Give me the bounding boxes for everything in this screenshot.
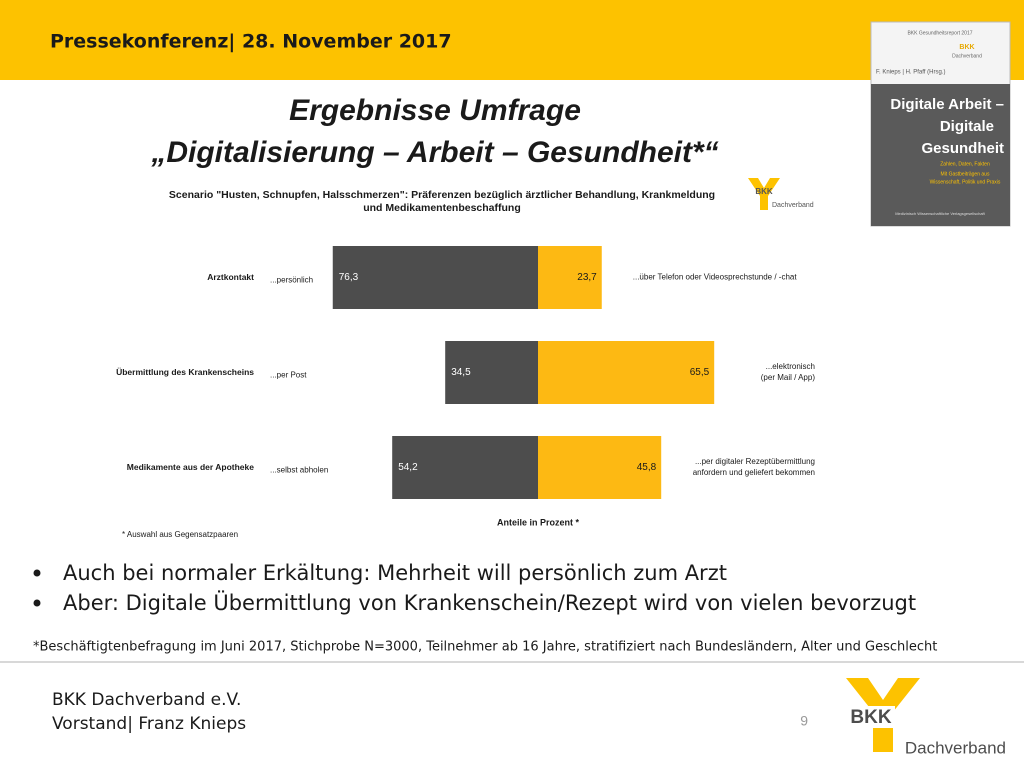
value-label: 54,2 — [398, 462, 418, 473]
cover-series: BKK Gesundheitsreport 2017 — [907, 30, 972, 36]
logo-text: Dachverband — [772, 202, 814, 209]
chart-title: Scenario "Husten, Schnupfen, Halsschmerz… — [169, 189, 715, 201]
cover-logo-sub: Dachverband — [952, 53, 982, 59]
logo-mark: BKK — [755, 187, 773, 196]
cover-title: Gesundheit — [921, 140, 1004, 157]
cover-publisher: Medizinisch Wissenschaftliche Verlagsges… — [895, 211, 985, 216]
cover-subtitle: Zahlen, Daten, Fakten — [940, 161, 990, 167]
cover-subtitle: Mit Gastbeiträgen aus — [941, 171, 990, 177]
chart-footnote: * Auswahl aus Gegensatzpaaren — [122, 530, 238, 539]
footer-line: Vorstand| Franz Knieps — [52, 714, 246, 734]
cover-subtitle: Wissenschaft, Politik und Praxis — [930, 179, 1001, 185]
bullet-text: Auch bei normaler Erkältung: Mehrheit wi… — [63, 561, 727, 585]
logo-shape — [748, 178, 780, 210]
value-label: 76,3 — [339, 272, 359, 283]
value-label: 65,5 — [690, 367, 710, 378]
bar — [332, 246, 538, 309]
page-number: 9 — [800, 713, 808, 729]
category-label: Übermittlung des Krankenscheins — [116, 367, 254, 377]
value-label: 45,8 — [637, 462, 657, 473]
header-title: Pressekonferenz| 28. November 2017 — [50, 31, 452, 53]
side-label: ...persönlich — [270, 276, 313, 285]
side-label: ...elektronisch — [766, 362, 815, 371]
side-label: anfordern und geliefert bekommen — [693, 468, 815, 477]
cover-title: Digitale — [940, 118, 994, 135]
logo-text: Dachverband — [905, 738, 1006, 757]
side-label: ...über Telefon oder Videosprechstunde /… — [633, 273, 798, 282]
side-label: (per Mail / App) — [761, 373, 816, 382]
book-cover: BKK Gesundheitsreport 2017 BKK Dachverba… — [870, 21, 1011, 227]
bar — [392, 436, 538, 499]
value-label: 23,7 — [577, 272, 597, 283]
slide-title: „Digitalisierung – Arbeit – Gesundheit*“ — [150, 136, 718, 169]
chart: Arztkontakt 76,3 ...persönlich 23,7 ...über … — [116, 246, 815, 499]
cover-image — [871, 84, 1010, 226]
chart-title: und Medikamentenbeschaffung — [363, 202, 521, 214]
side-label: ...per Post — [270, 371, 307, 380]
side-label: ...per digitaler Rezeptübermittlung — [695, 457, 815, 466]
side-label: ...selbst abholen — [270, 466, 328, 475]
cover-editors: F. Knieps | H. Pfaff (Hrsg.) — [876, 70, 945, 76]
footer-logo: BKK Dachverband — [846, 678, 1006, 757]
bullet-dot — [33, 599, 41, 607]
bar — [538, 246, 602, 309]
chart-logo: BKK Dachverband — [748, 178, 814, 210]
bullet-text: Aber: Digitale Übermittlung von Krankens… — [63, 590, 916, 615]
bar — [538, 436, 662, 499]
category-label: Arztkontakt — [207, 272, 254, 282]
bullet-dot — [33, 569, 41, 577]
x-axis-label: Anteile in Prozent * — [497, 517, 580, 527]
bar — [445, 341, 538, 404]
footer-line: BKK Dachverband e.V. — [52, 690, 241, 710]
header-band — [0, 0, 1024, 80]
category-label: Medikamente aus der Apotheke — [127, 462, 254, 472]
logo-plate — [847, 706, 895, 728]
footnote: *Beschäftigtenbefragung im Juni 2017, St… — [33, 640, 937, 655]
logo-mark: BKK — [850, 707, 891, 728]
cover-logo: BKK — [959, 44, 974, 51]
cover-title: Digitale Arbeit – — [890, 96, 1004, 113]
value-label: 34,5 — [451, 367, 471, 378]
bar — [538, 341, 715, 404]
slide-title: Ergebnisse Umfrage — [289, 94, 581, 127]
